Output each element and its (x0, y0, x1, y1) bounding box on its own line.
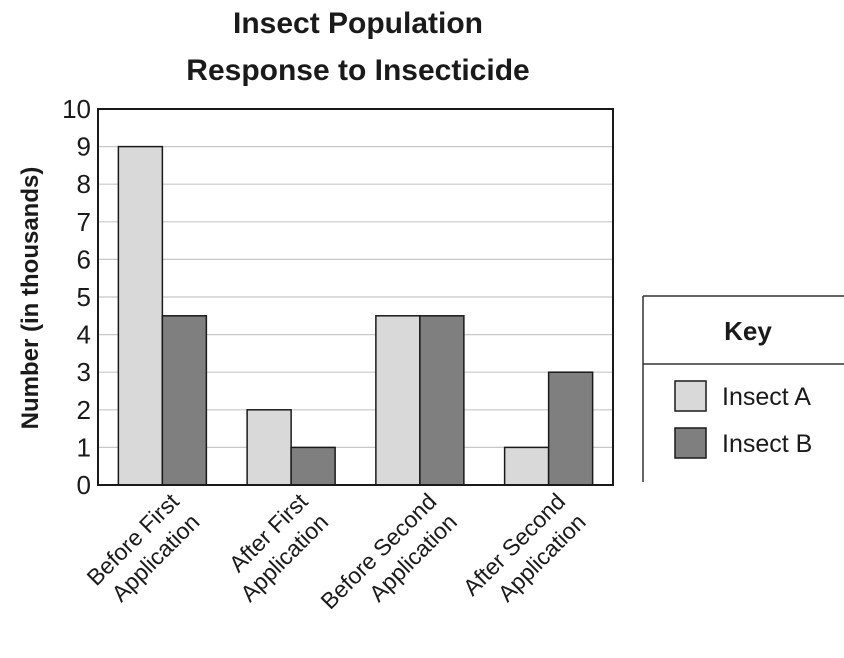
bar-insect-a (503, 446, 550, 486)
legend-title: Key (724, 316, 772, 346)
y-tick-label: 5 (77, 282, 91, 312)
y-axis-ticks: 0 1 2 3 4 5 6 7 8 9 10 (62, 94, 91, 500)
x-tick-label: Before FirstApplication (81, 488, 204, 611)
y-tick-label: 7 (77, 207, 91, 237)
y-tick-label: 2 (77, 395, 91, 425)
x-axis-ticks: Before FirstApplication After FirstApplic… (81, 488, 591, 634)
y-tick-label: 0 (77, 470, 91, 500)
bar-insect-b (419, 315, 465, 486)
y-axis-label: Number (in thousands) (17, 167, 44, 430)
legend-swatch-insect-a (674, 380, 707, 412)
legend-label-insect-b: Insect B (722, 430, 812, 458)
x-tick-label: After SecondApplication (458, 488, 591, 621)
legend-swatch-insect-b (674, 427, 707, 459)
chart-title-line-1: Insect Population (233, 7, 483, 40)
bar-insect-b (290, 446, 336, 486)
x-tick-label: After FirstApplication (215, 488, 334, 607)
y-tick-label: 9 (77, 132, 91, 162)
y-tick-label: 6 (77, 244, 91, 274)
legend: Key Insect A Insect B (642, 295, 844, 482)
bar-insect-a (117, 145, 164, 486)
bar-insect-b (161, 315, 208, 486)
legend-label-insect-a: Insect A (722, 383, 811, 411)
y-tick-label: 10 (62, 94, 91, 124)
y-tick-label: 8 (77, 169, 91, 199)
bars (117, 145, 594, 486)
y-tick-label: 1 (77, 432, 91, 462)
bar-insect-b (547, 371, 594, 486)
bar-insect-a (375, 315, 421, 486)
bar-insect-a (246, 409, 292, 486)
chart-title-line-2: Response to Insecticide (186, 54, 529, 87)
y-tick-label: 4 (77, 320, 91, 350)
plot-frame (97, 108, 614, 486)
y-tick-label: 3 (77, 357, 91, 387)
x-tick-label: Before SecondApplication (315, 488, 461, 634)
